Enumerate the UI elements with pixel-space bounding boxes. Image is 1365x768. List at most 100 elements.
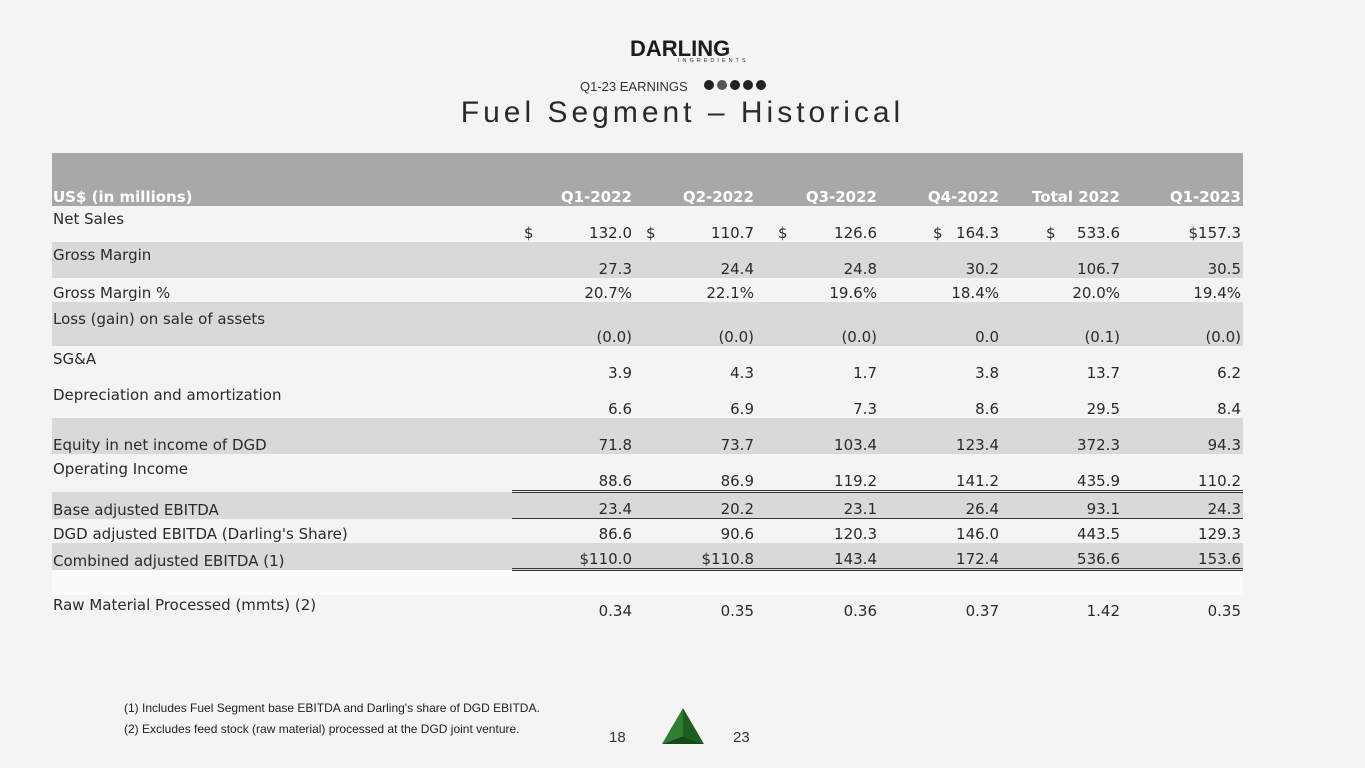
table-cell: 435.9 <box>1001 454 1122 493</box>
table-cell: 90.6 <box>720 525 754 543</box>
table-cell: 19.4% <box>1193 284 1241 302</box>
column-header: Total 2022 <box>1001 153 1122 206</box>
table-cell: (0.0) <box>1205 328 1241 346</box>
logo-subtext: INGREDIENTS <box>678 58 749 64</box>
table-cell: 7.3 <box>853 400 877 418</box>
row-label: Combined adjusted EBITDA (1) <box>53 551 285 570</box>
table-cell: 20.7% <box>584 284 632 302</box>
table-cell: 103.4 <box>834 436 877 454</box>
table-cell: 141.2 <box>879 454 1001 493</box>
table-row: Gross Margin 27.3 24.4 24.8 30.2 106.7 3… <box>52 242 1243 278</box>
table-cell: 123.4 <box>956 436 999 454</box>
dot-icon <box>756 80 766 90</box>
table-cell: 6.2 <box>1217 364 1241 382</box>
table-cell: (0.1) <box>1084 328 1120 346</box>
table-row: Raw Material Processed (mmts) (2) 0.34 0… <box>52 595 1243 620</box>
table-cell: 153.6 <box>1122 543 1243 571</box>
footnote: (2) Excludes feed stock (raw material) p… <box>124 722 520 736</box>
table-cell: 24.3 <box>1122 491 1243 519</box>
table-cell: 27.3 <box>598 260 632 278</box>
slide-subtitle: Q1-23 EARNINGS <box>580 79 688 94</box>
table-cell: (0.0) <box>596 328 632 346</box>
table-cell: 146.0 <box>956 525 999 543</box>
footnote: (1) Includes Fuel Segment base EBITDA an… <box>124 701 540 715</box>
table-cell: (0.0) <box>841 328 877 346</box>
table-cell: 8.4 <box>1217 400 1241 418</box>
table-row: Depreciation and amortization 6.6 6.9 7.… <box>52 382 1243 418</box>
column-header: Q1-2023 <box>1122 153 1243 206</box>
row-label: Depreciation and amortization <box>53 386 282 404</box>
row-label: SG&A <box>53 350 97 368</box>
table-cell: $110.0 <box>512 543 634 571</box>
spacer-cell <box>52 569 1243 595</box>
row-label: Gross Margin % <box>53 284 171 302</box>
table-cell: 30.2 <box>965 260 999 278</box>
column-header: Q2-2022 <box>634 153 756 206</box>
prev-page-number[interactable]: 18 <box>609 729 626 746</box>
financial-table: US$ (in millions) Q1-2022 Q2-2022 Q3-202… <box>52 153 1243 620</box>
table-cell: $110.7 <box>646 224 754 242</box>
table-cell: 129.3 <box>1198 525 1241 543</box>
next-page-number[interactable]: 23 <box>733 729 750 746</box>
table-cell: 88.6 <box>512 454 634 493</box>
row-label: Operating Income <box>53 459 188 478</box>
table-cell: 8.6 <box>975 400 999 418</box>
table-cell: 6.6 <box>608 400 632 418</box>
row-label: Net Sales <box>53 210 125 228</box>
table-cell: 24.4 <box>720 260 754 278</box>
table-cell: 0.36 <box>843 602 877 620</box>
table-cell: 6.9 <box>730 400 754 418</box>
table-row: Net Sales $132.0 $110.7 $126.6 $164.3 $5… <box>52 206 1243 242</box>
table-cell: 19.6% <box>829 284 877 302</box>
table-cell: 443.5 <box>1077 525 1120 543</box>
table-cell: 372.3 <box>1077 436 1120 454</box>
table-cell: $126.6 <box>778 224 877 242</box>
row-label: Gross Margin <box>53 246 152 264</box>
table-cell: 1.42 <box>1086 602 1120 620</box>
table-cell: 110.2 <box>1122 454 1243 493</box>
table-cell: 0.37 <box>965 602 999 620</box>
table-header-row: US$ (in millions) Q1-2022 Q2-2022 Q3-202… <box>52 153 1243 206</box>
pyramid-nav-icon[interactable] <box>662 708 704 744</box>
row-label: Loss (gain) on sale of assets <box>53 310 266 328</box>
table-cell: 23.4 <box>512 491 634 519</box>
table-cell: 71.8 <box>598 436 632 454</box>
table-row: Operating Income 88.6 86.9 119.2 141.2 4… <box>52 454 1243 493</box>
dot-icon <box>717 80 727 90</box>
table-cell: 0.35 <box>720 602 754 620</box>
table-cell: 86.6 <box>598 525 632 543</box>
dot-icon <box>743 80 753 90</box>
table-cell: 22.1% <box>706 284 754 302</box>
table-cell: $533.6 <box>1046 224 1120 242</box>
table-cell: 3.8 <box>975 364 999 382</box>
table-cell: 73.7 <box>720 436 754 454</box>
table-cell: 120.3 <box>834 525 877 543</box>
table-cell: 106.7 <box>1077 260 1120 278</box>
table-row: Gross Margin % 20.7% 22.1% 19.6% 18.4% 2… <box>52 278 1243 302</box>
table-row: Loss (gain) on sale of assets (0.0) (0.0… <box>52 302 1243 346</box>
table-cell: 86.9 <box>634 454 756 493</box>
table-cell: 143.4 <box>756 543 879 571</box>
table-cell: $157.3 <box>1188 224 1242 242</box>
table-cell: 13.7 <box>1086 364 1120 382</box>
slide-title: Fuel Segment – Historical <box>460 96 905 129</box>
table-row: Equity in net income of DGD 71.8 73.7 10… <box>52 418 1243 454</box>
table-cell: 4.3 <box>730 364 754 382</box>
progress-dots <box>704 80 766 90</box>
logo-wordmark: DARLING <box>630 36 731 61</box>
column-header: Q4-2022 <box>879 153 1001 206</box>
dot-icon <box>704 80 714 90</box>
table-cell: 172.4 <box>879 543 1001 571</box>
spacer-row <box>52 569 1243 595</box>
table-cell: 94.3 <box>1207 436 1241 454</box>
table-cell: 3.9 <box>608 364 632 382</box>
table-cell: 30.5 <box>1207 260 1241 278</box>
table-cell: 18.4% <box>951 284 999 302</box>
company-logo: DARLING INGREDIENTS <box>628 36 746 68</box>
column-header: US$ (in millions) <box>52 153 512 206</box>
dot-icon <box>730 80 740 90</box>
table-row: Combined adjusted EBITDA (1) $110.0 $110… <box>52 543 1243 571</box>
table-row: SG&A 3.9 4.3 1.7 3.8 13.7 6.2 <box>52 346 1243 382</box>
row-label: Equity in net income of DGD <box>53 436 267 454</box>
table-row: Base adjusted EBITDA 23.4 20.2 23.1 26.4… <box>52 491 1243 519</box>
